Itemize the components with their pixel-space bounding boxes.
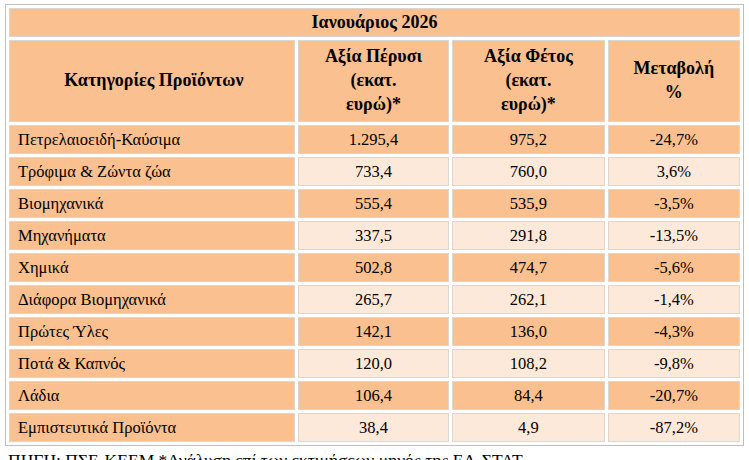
source-note: ΠΗΓΗ: ΠΣΕ-ΚΕΕΜ *Ανάλυση επί των εκτιμήσε… xyxy=(8,450,744,460)
change-value-cell: -24,7% xyxy=(608,125,740,154)
trade-table: Ιανουάριος 2026 Κατηγορίες Προϊόντων Αξί… xyxy=(5,4,744,446)
table-row: Μηχανήματα 337,5 291,8 -13,5% xyxy=(9,221,740,250)
change-value-cell: -13,5% xyxy=(608,221,740,250)
change-value-cell: -4,3% xyxy=(608,317,740,346)
category-cell: Διάφορα Βιομηχανικά xyxy=(9,285,295,314)
header-line: (εκατ. xyxy=(299,69,448,93)
header-line: ευρώ)* xyxy=(453,93,603,117)
category-cell: Εμπιστευτικά Προϊόντα xyxy=(9,413,295,442)
category-cell: Μηχανήματα xyxy=(9,221,295,250)
table-row: Διάφορα Βιομηχανικά 265,7 262,1 -1,4% xyxy=(9,285,740,314)
last-year-value-cell: 142,1 xyxy=(298,317,449,346)
header-row: Κατηγορίες Προϊόντων Αξία Πέρυσι (εκατ. … xyxy=(9,40,740,122)
this-year-value-cell: 535,9 xyxy=(452,189,604,218)
table-row: Εμπιστευτικά Προϊόντα 38,4 4,9 -87,2% xyxy=(9,413,740,442)
category-cell: Τρόφιμα & Ζώντα ζώα xyxy=(9,157,295,186)
this-year-value-cell: 975,2 xyxy=(452,125,604,154)
header-line: Μεταβολή xyxy=(609,57,739,81)
page-title: Ιανουάριος 2026 xyxy=(9,8,740,37)
this-year-value-cell: 291,8 xyxy=(452,221,604,250)
this-year-value-cell: 136,0 xyxy=(452,317,604,346)
table-row: Ποτά & Καπνός 120,0 108,2 -9,8% xyxy=(9,349,740,378)
table-row: Βιομηχανικά 555,4 535,9 -3,5% xyxy=(9,189,740,218)
category-cell: Πρώτες Ύλες xyxy=(9,317,295,346)
change-value-cell: -3,5% xyxy=(608,189,740,218)
table-row: Πρώτες Ύλες 142,1 136,0 -4,3% xyxy=(9,317,740,346)
col-header-change-pct: Μεταβολή % xyxy=(608,40,740,122)
title-row: Ιανουάριος 2026 xyxy=(9,8,740,37)
this-year-value-cell: 4,9 xyxy=(452,413,604,442)
change-value-cell: -1,4% xyxy=(608,285,740,314)
category-cell: Λάδια xyxy=(9,381,295,410)
last-year-value-cell: 1.295,4 xyxy=(298,125,449,154)
last-year-value-cell: 555,4 xyxy=(298,189,449,218)
change-value-cell: 3,6% xyxy=(608,157,740,186)
this-year-value-cell: 84,4 xyxy=(452,381,604,410)
table-row: Χημικά 502,8 474,7 -5,6% xyxy=(9,253,740,282)
this-year-value-cell: 474,7 xyxy=(452,253,604,282)
category-cell: Ποτά & Καπνός xyxy=(9,349,295,378)
change-value-cell: -87,2% xyxy=(608,413,740,442)
table-row: Τρόφιμα & Ζώντα ζώα 733,4 760,0 3,6% xyxy=(9,157,740,186)
header-line: % xyxy=(609,81,739,105)
col-header-value-last-year: Αξία Πέρυσι (εκατ. ευρώ)* xyxy=(298,40,449,122)
category-cell: Πετρελαιοειδή-Καύσιμα xyxy=(9,125,295,154)
last-year-value-cell: 120,0 xyxy=(298,349,449,378)
category-cell: Χημικά xyxy=(9,253,295,282)
this-year-value-cell: 262,1 xyxy=(452,285,604,314)
category-cell: Βιομηχανικά xyxy=(9,189,295,218)
header-line: ευρώ)* xyxy=(299,93,448,117)
last-year-value-cell: 38,4 xyxy=(298,413,449,442)
page: Ιανουάριος 2026 Κατηγορίες Προϊόντων Αξί… xyxy=(0,0,749,460)
change-value-cell: -20,7% xyxy=(608,381,740,410)
last-year-value-cell: 337,5 xyxy=(298,221,449,250)
change-value-cell: -9,8% xyxy=(608,349,740,378)
change-value-cell: -5,6% xyxy=(608,253,740,282)
last-year-value-cell: 265,7 xyxy=(298,285,449,314)
header-line: (εκατ. xyxy=(453,69,603,93)
table-row: Πετρελαιοειδή-Καύσιμα 1.295,4 975,2 -24,… xyxy=(9,125,740,154)
last-year-value-cell: 502,8 xyxy=(298,253,449,282)
this-year-value-cell: 760,0 xyxy=(452,157,604,186)
col-header-categories: Κατηγορίες Προϊόντων xyxy=(9,40,295,122)
col-header-value-this-year: Αξία Φέτος (εκατ. ευρώ)* xyxy=(452,40,604,122)
table-row: Λάδια 106,4 84,4 -20,7% xyxy=(9,381,740,410)
last-year-value-cell: 106,4 xyxy=(298,381,449,410)
header-line: Αξία Πέρυσι xyxy=(299,45,448,69)
last-year-value-cell: 733,4 xyxy=(298,157,449,186)
this-year-value-cell: 108,2 xyxy=(452,349,604,378)
header-line: Αξία Φέτος xyxy=(453,45,603,69)
